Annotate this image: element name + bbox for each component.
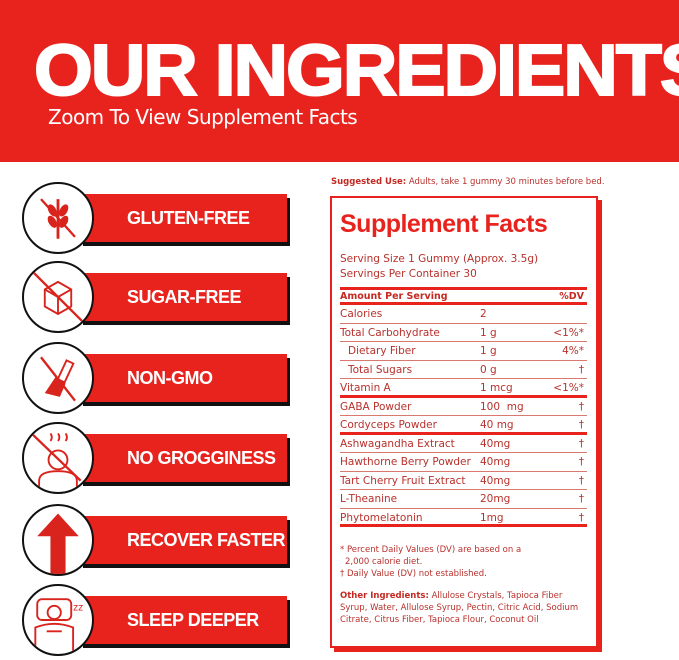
nutrient-amount: 1 mcg xyxy=(480,382,513,394)
facts-row: Calories 2 xyxy=(340,305,587,324)
nutrient-dv: † xyxy=(578,493,584,505)
facts-row: Tart Cherry Fruit Extract 40mg † xyxy=(340,472,587,490)
badge-label: RECOVER FASTER xyxy=(127,530,286,550)
up-arrow-icon xyxy=(22,504,94,576)
nutrient-name: Phytomelatonin xyxy=(340,511,423,524)
facts-row: Total Sugars 0 g † xyxy=(340,361,587,379)
sleeping-person-icon: zz xyxy=(22,584,94,656)
nutrient-dv: † xyxy=(578,400,584,413)
no-sugar-cube-icon xyxy=(22,261,94,333)
badge-bar: SUGAR-FREE xyxy=(80,273,287,321)
badge-bar: NON-GMO xyxy=(80,354,287,402)
badge-label: SLEEP DEEPER xyxy=(127,610,259,630)
badge-gluten-free: GLUTEN-FREE xyxy=(22,182,290,254)
nutrient-amount: 40mg xyxy=(480,437,511,450)
nutrient-dv: † xyxy=(578,456,584,468)
nutrient-name: Vitamin A xyxy=(340,382,391,394)
facts-row: Phytomelatonin 1mg † xyxy=(340,509,587,527)
nutrient-amount: 100 mg xyxy=(480,400,524,413)
facts-row: Dietary Fiber 1 g 4%* xyxy=(340,342,587,361)
nutrient-dv: † xyxy=(578,363,584,376)
nutrient-amount: 40mg xyxy=(480,456,511,468)
badge-label: NON-GMO xyxy=(127,368,213,388)
page-title: OUR INGREDIENTS xyxy=(33,30,679,112)
badge-label: SUGAR-FREE xyxy=(127,287,242,307)
facts-row: L-Theanine 20mg † xyxy=(340,490,587,509)
badge-sugar-free: SUGAR-FREE xyxy=(22,261,290,333)
badge-non-gmo: NON-GMO xyxy=(22,342,290,414)
facts-row: Total Carbohydrate 1 g <1%* xyxy=(340,324,587,342)
nutrient-dv: † xyxy=(578,419,584,431)
nutrient-dv: 4%* xyxy=(562,345,584,357)
nutrient-amount: 1mg xyxy=(480,511,504,524)
nutrient-dv: † xyxy=(578,511,584,524)
nutrient-name: Hawthorne Berry Powder xyxy=(340,456,471,468)
no-gmo-flask-icon xyxy=(22,342,94,414)
header-banner: OUR INGREDIENTS Zoom To View Supplement … xyxy=(0,0,679,162)
no-wheat-icon xyxy=(22,182,94,254)
nutrient-name: Total Carbohydrate xyxy=(340,326,440,339)
nutrient-amount: 1 g xyxy=(480,345,497,357)
badge-sleep-deeper: SLEEP DEEPER zz xyxy=(22,584,290,656)
nutrient-dv: † xyxy=(578,437,584,450)
serving-info: Serving Size 1 Gummy (Approx. 3.5g) Serv… xyxy=(340,253,539,280)
facts-table: Amount Per Serving %DV Calories 2 Total Ca… xyxy=(340,287,587,527)
facts-row: Vitamin A 1 mcg <1%* xyxy=(340,379,587,398)
facts-row: Ashwagandha Extract 40mg † xyxy=(340,435,587,453)
facts-row: Cordyceps Powder 40 mg † xyxy=(340,416,587,435)
nutrient-dv: <1%* xyxy=(553,326,584,339)
badge-label: GLUTEN-FREE xyxy=(127,208,250,228)
badge-bar: NO GROGGINESS xyxy=(80,434,287,482)
nutrient-amount: 2 xyxy=(480,308,487,320)
facts-row: Hawthorne Berry Powder 40mg † xyxy=(340,453,587,472)
nutrient-name: Calories xyxy=(340,308,383,320)
badge-no-grogginess: NO GROGGINESS xyxy=(22,422,290,494)
nutrient-name: GABA Powder xyxy=(340,400,412,413)
other-ingredients: Other Ingredients: Allulose Crystals, Ta… xyxy=(340,591,579,625)
nutrient-amount: 0 g xyxy=(480,363,497,376)
facts-header-row: Amount Per Serving %DV xyxy=(340,287,587,305)
no-grogginess-icon xyxy=(22,422,94,494)
nutrient-amount: 40mg xyxy=(480,474,511,487)
nutrient-amount: 40 mg xyxy=(480,419,514,431)
nutrient-amount: 1 g xyxy=(480,326,497,339)
nutrient-amount: 20mg xyxy=(480,493,511,505)
nutrient-dv: † xyxy=(578,474,584,487)
nutrient-name: Ashwagandha Extract xyxy=(340,437,455,450)
badge-label: NO GROGGINESS xyxy=(127,448,276,468)
supplement-facts-panel: Supplement Facts Serving Size 1 Gummy (A… xyxy=(330,196,598,648)
footnotes: * Percent Daily Values (DV) are based on… xyxy=(340,545,522,579)
nutrient-name: Dietary Fiber xyxy=(348,345,416,357)
nutrient-dv: <1%* xyxy=(553,382,584,394)
facts-row: GABA Powder 100 mg † xyxy=(340,398,587,416)
nutrient-name: L-Theanine xyxy=(340,493,398,505)
page-subtitle: Zoom To View Supplement Facts xyxy=(48,105,358,129)
badge-bar: SLEEP DEEPER xyxy=(80,596,287,644)
badge-recover-faster: RECOVER FASTER xyxy=(22,504,290,576)
badge-bar: GLUTEN-FREE xyxy=(80,194,287,242)
nutrient-name: Cordyceps Powder xyxy=(340,419,437,431)
facts-title: Supplement Facts xyxy=(340,210,548,238)
svg-text:zz: zz xyxy=(73,603,83,614)
nutrient-name: Total Sugars xyxy=(348,363,413,376)
nutrient-name: Tart Cherry Fruit Extract xyxy=(340,474,466,487)
badge-bar: RECOVER FASTER xyxy=(80,516,287,564)
suggested-use: Suggested Use: Adults, take 1 gummy 30 m… xyxy=(331,177,605,187)
